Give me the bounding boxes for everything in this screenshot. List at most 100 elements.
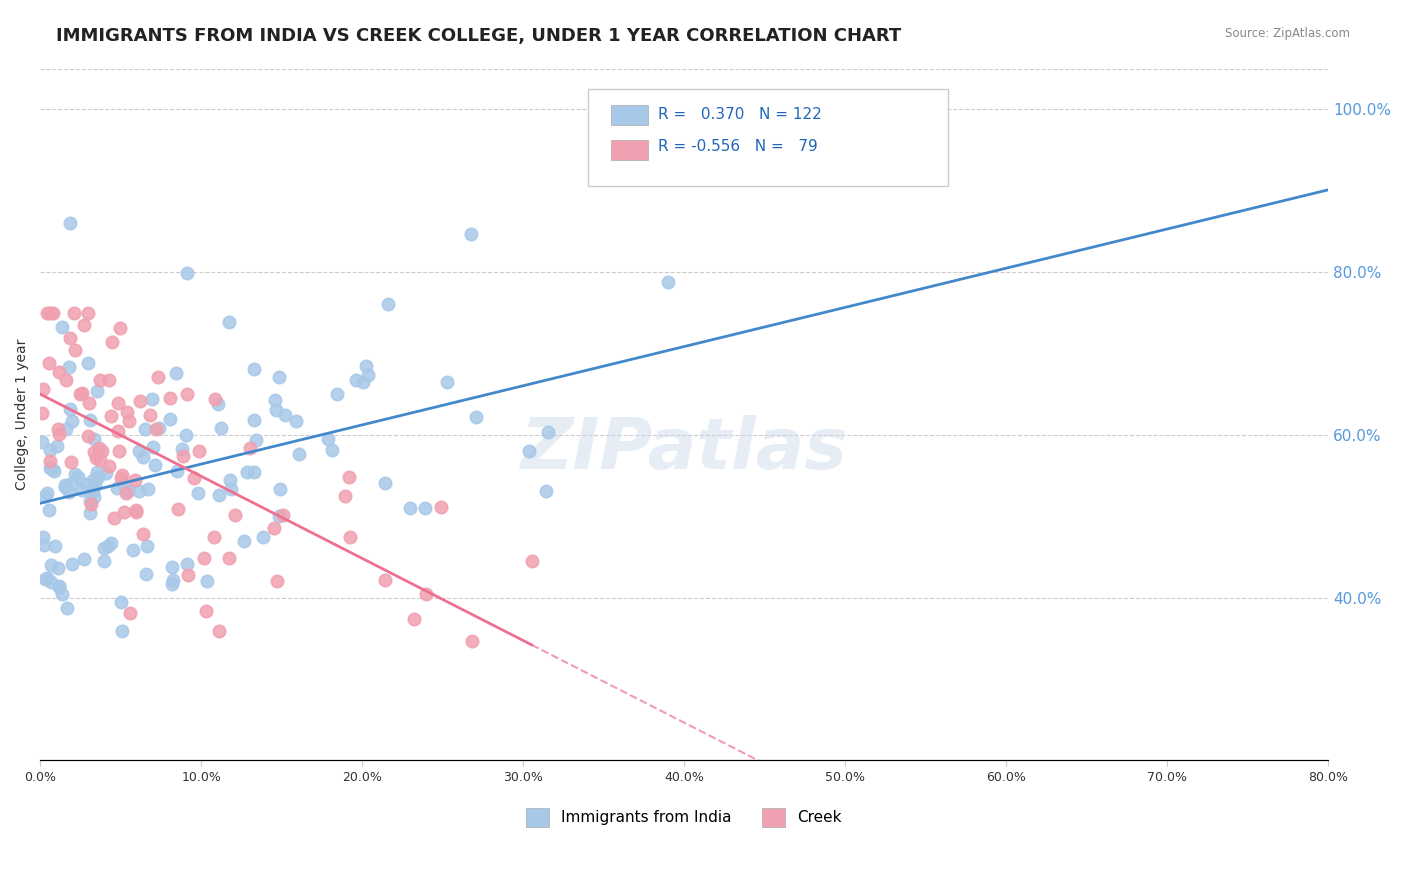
- Point: [136, 482, 159, 496]
- Y-axis label: College, Under 1 year: College, Under 1 year: [15, 339, 30, 490]
- Point: [83, 478, 105, 492]
- Point: [111, 624, 134, 639]
- Point: [56, 601, 79, 615]
- Legend: Immigrants from India, Creek: Immigrants from India, Creek: [520, 802, 848, 833]
- Point: [374, 573, 396, 587]
- Point: [100, 335, 122, 350]
- Point: [339, 530, 361, 544]
- Point: [66, 469, 89, 483]
- FancyBboxPatch shape: [610, 140, 648, 160]
- Point: [32, 531, 55, 545]
- Point: [517, 444, 540, 458]
- Point: [186, 486, 208, 500]
- Point: [243, 362, 266, 376]
- Point: [356, 359, 378, 373]
- Point: [103, 510, 125, 524]
- Point: [461, 634, 484, 648]
- Point: [100, 536, 122, 550]
- Point: [243, 465, 266, 479]
- Point: [72, 551, 94, 566]
- Point: [96, 466, 118, 480]
- Point: [108, 443, 131, 458]
- Point: [48, 365, 70, 379]
- Point: [125, 502, 148, 516]
- Point: [284, 414, 307, 428]
- Point: [100, 409, 122, 423]
- Point: [138, 408, 160, 422]
- Point: [41, 462, 63, 476]
- Point: [193, 550, 215, 565]
- Point: [159, 412, 181, 426]
- Point: [316, 433, 339, 447]
- Point: [87, 441, 110, 455]
- Point: [34, 572, 56, 586]
- Point: [148, 421, 170, 435]
- Point: [112, 478, 135, 492]
- Point: [79, 413, 101, 427]
- Point: [83, 432, 105, 446]
- Point: [218, 315, 240, 329]
- Point: [82, 484, 104, 499]
- Point: [194, 604, 217, 618]
- Point: [115, 405, 138, 419]
- FancyBboxPatch shape: [588, 89, 948, 186]
- Point: [269, 508, 291, 523]
- Point: [263, 521, 285, 535]
- Point: [145, 422, 167, 436]
- Point: [165, 366, 187, 380]
- Point: [70, 483, 93, 498]
- Point: [402, 611, 425, 625]
- Point: [537, 425, 560, 439]
- Point: [413, 500, 436, 515]
- Point: [37, 306, 59, 320]
- Point: [48, 580, 70, 594]
- Point: [79, 494, 101, 508]
- Point: [32, 538, 55, 552]
- Point: [75, 476, 97, 491]
- Point: [430, 500, 453, 515]
- Point: [111, 467, 134, 482]
- Point: [136, 539, 159, 553]
- Point: [288, 447, 311, 461]
- Point: [86, 465, 108, 479]
- Point: [202, 530, 225, 544]
- Point: [174, 428, 197, 442]
- Point: [110, 595, 132, 609]
- Point: [42, 464, 65, 478]
- Point: [209, 421, 232, 435]
- Point: [60, 558, 83, 572]
- Point: [59, 216, 82, 230]
- Text: IMMIGRANTS FROM INDIA VS CREEK COLLEGE, UNDER 1 YEAR CORRELATION CHART: IMMIGRANTS FROM INDIA VS CREEK COLLEGE, …: [56, 27, 901, 45]
- Point: [204, 392, 226, 407]
- Point: [233, 533, 256, 548]
- Point: [208, 624, 231, 638]
- Point: [242, 412, 264, 426]
- Point: [264, 393, 287, 408]
- Point: [39, 454, 62, 468]
- Point: [195, 574, 218, 588]
- Point: [83, 491, 105, 505]
- Point: [121, 543, 143, 558]
- Point: [398, 501, 420, 516]
- Point: [377, 296, 399, 310]
- Point: [162, 577, 184, 591]
- Point: [326, 386, 349, 401]
- Point: [73, 318, 96, 333]
- Point: [105, 481, 128, 495]
- Point: [90, 443, 112, 458]
- Point: [131, 526, 153, 541]
- Text: ZIPatlas: ZIPatlas: [520, 415, 848, 483]
- Point: [55, 373, 77, 387]
- Point: [335, 489, 357, 503]
- Point: [114, 486, 136, 500]
- Point: [48, 427, 70, 442]
- Point: [31, 406, 53, 420]
- Point: [32, 382, 55, 396]
- Point: [63, 306, 86, 320]
- Point: [70, 386, 93, 401]
- Point: [59, 402, 82, 417]
- Point: [89, 453, 111, 467]
- Point: [76, 428, 98, 442]
- Point: [79, 507, 101, 521]
- Point: [207, 397, 229, 411]
